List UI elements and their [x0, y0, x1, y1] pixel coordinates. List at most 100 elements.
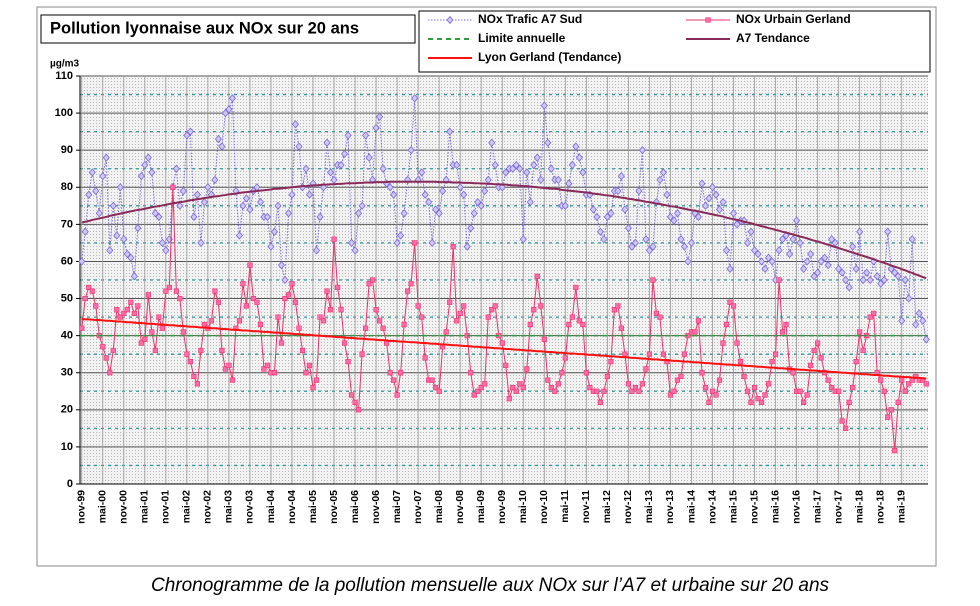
point-marker	[163, 288, 169, 294]
point-marker	[901, 275, 909, 285]
x-tick-label: mai-19	[896, 490, 908, 523]
point-marker	[912, 320, 920, 329]
point-marker	[99, 172, 107, 181]
point-marker	[857, 329, 863, 335]
point-marker	[379, 164, 387, 173]
point-marker	[722, 246, 731, 255]
point-marker	[191, 373, 197, 380]
point-marker	[923, 381, 929, 387]
marks	[78, 94, 930, 454]
point-marker	[636, 388, 642, 394]
point-marker	[198, 347, 204, 354]
point-marker	[761, 264, 769, 273]
point-marker	[898, 316, 906, 325]
point-marker	[892, 448, 898, 454]
point-marker	[405, 288, 411, 294]
point-marker	[453, 160, 461, 170]
point-marker	[79, 325, 85, 331]
point-marker	[786, 249, 794, 259]
point-marker	[454, 318, 460, 324]
point-marker	[744, 238, 752, 248]
point-marker	[419, 314, 425, 320]
point-marker	[559, 370, 565, 376]
point-marker	[824, 261, 832, 270]
point-marker	[828, 235, 836, 244]
point-marker	[723, 321, 730, 328]
point-marker	[377, 318, 383, 324]
point-marker	[488, 138, 496, 147]
point-marker	[425, 197, 433, 207]
point-marker	[212, 288, 218, 294]
x-tick-label: mai-12	[601, 490, 613, 523]
point-marker	[236, 318, 243, 324]
point-marker	[821, 253, 829, 262]
point-marker	[120, 235, 128, 244]
point-marker	[394, 392, 400, 398]
y-tick-label: 40	[61, 330, 73, 342]
point-marker	[755, 396, 761, 402]
point-marker	[719, 197, 727, 207]
point-marker	[433, 384, 439, 391]
point-marker	[235, 231, 243, 240]
point-marker	[863, 268, 871, 277]
legend-marker	[446, 15, 454, 25]
point-marker	[524, 366, 530, 372]
point-marker	[313, 377, 320, 383]
point-marker	[261, 366, 267, 372]
x-tick-label: nov-08	[454, 490, 466, 524]
point-marker	[706, 399, 712, 406]
point-marker	[849, 242, 857, 251]
point-marker	[842, 275, 850, 285]
point-marker	[355, 407, 362, 413]
point-marker	[397, 231, 405, 240]
point-marker	[78, 257, 86, 266]
point-marker	[226, 362, 232, 368]
point-marker	[639, 381, 646, 387]
point-marker	[758, 257, 766, 266]
point-marker	[477, 201, 485, 210]
point-marker	[741, 373, 747, 380]
x-tick-label: nov-13	[664, 490, 676, 524]
point-marker	[88, 168, 96, 177]
point-marker	[894, 272, 902, 281]
point-marker	[337, 160, 345, 170]
point-marker	[699, 370, 705, 376]
point-marker	[176, 201, 184, 210]
point-marker	[530, 160, 538, 170]
point-marker	[695, 318, 702, 324]
point-marker	[303, 370, 309, 376]
point-marker	[779, 235, 787, 244]
x-tick-label: nov-04	[286, 490, 298, 524]
point-marker	[765, 381, 772, 387]
point-marker	[734, 340, 740, 346]
x-tick-label: mai-10	[517, 490, 529, 523]
point-marker	[915, 309, 923, 318]
point-marker	[313, 246, 321, 255]
point-marker	[643, 366, 649, 372]
point-marker	[818, 355, 824, 361]
y-tick-label: 30	[61, 367, 73, 379]
point-marker	[352, 399, 358, 406]
point-marker	[810, 272, 818, 281]
point-marker	[906, 381, 912, 387]
point-marker	[803, 257, 811, 266]
point-marker	[811, 347, 817, 354]
point-marker	[512, 160, 520, 170]
point-marker	[534, 273, 540, 279]
point-marker	[474, 197, 482, 207]
x-tick-label: nov-14	[706, 490, 718, 524]
point-marker	[121, 310, 127, 316]
point-marker	[631, 238, 639, 248]
point-marker	[796, 238, 804, 248]
point-marker	[491, 160, 499, 170]
point-marker	[702, 384, 709, 391]
point-marker	[772, 351, 779, 357]
x-tick-label: mai-18	[853, 490, 865, 523]
point-marker	[547, 164, 555, 173]
point-marker	[204, 183, 212, 192]
point-marker	[754, 249, 762, 259]
point-marker	[838, 268, 846, 277]
point-marker	[285, 292, 292, 298]
x-tick-label: mai-17	[811, 490, 823, 523]
point-marker	[527, 321, 533, 328]
